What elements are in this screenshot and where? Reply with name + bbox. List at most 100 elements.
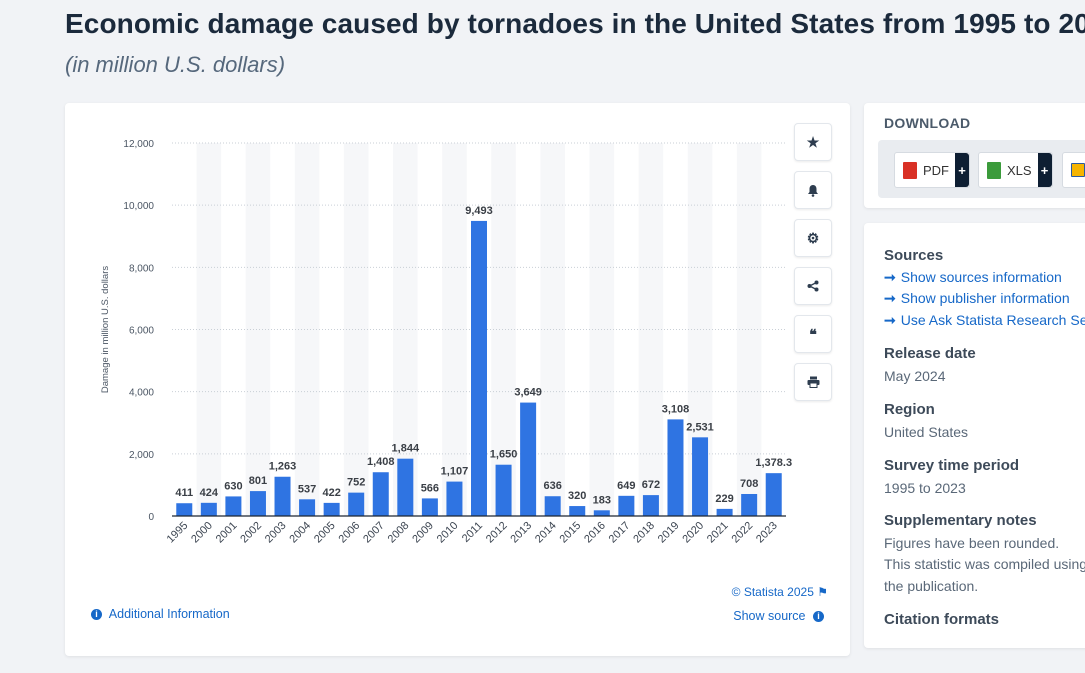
statista-copyright[interactable]: © Statista 2025 ⚑	[732, 585, 828, 599]
y-axis-title: Damage in million U.S. dollars	[100, 266, 111, 393]
value-label: 9,493	[465, 205, 493, 217]
column-band	[245, 143, 271, 516]
sources-heading: Sources	[884, 247, 944, 264]
y-tick-label: 2,000	[129, 450, 154, 461]
additional-information-label: Additional Information	[108, 607, 230, 621]
survey-period-heading: Survey time period	[884, 457, 1020, 474]
share-icon[interactable]	[794, 267, 832, 305]
ask-statista-link[interactable]: ➞ Use Ask Statista Research Ser	[884, 312, 1085, 329]
value-label: 1,408	[367, 456, 395, 468]
x-tick-label: 2022	[729, 520, 755, 546]
value-label: 3,108	[662, 403, 690, 415]
bar-2000	[200, 502, 217, 516]
x-tick-label: 2016	[582, 520, 608, 546]
bar-1995	[176, 503, 193, 516]
value-label: 801	[249, 475, 267, 487]
bar-2002	[249, 491, 266, 516]
column-band	[638, 143, 664, 516]
x-tick-label: 2001	[214, 520, 240, 546]
value-label: 2,531	[686, 421, 714, 433]
x-tick-label: 2002	[238, 520, 264, 546]
supplementary-notes-heading: Supplementary notes	[884, 512, 1037, 529]
y-tick-label: 12,000	[123, 139, 154, 150]
bar-2022	[741, 493, 758, 516]
x-tick-label: 1995	[165, 520, 191, 546]
additional-information-link[interactable]: i Additional Information	[87, 607, 230, 621]
release-date-value: May 2024	[884, 368, 946, 384]
bar-2008	[397, 458, 414, 516]
bar-2021	[716, 508, 733, 516]
bar-2003	[274, 476, 291, 516]
show-publisher-link[interactable]: ➞ Show publisher information	[884, 290, 1070, 307]
value-label: 566	[421, 482, 439, 494]
bar-2016	[593, 510, 610, 516]
quote-icon[interactable]: ❝	[794, 315, 832, 353]
arrow-right-icon: ➞	[884, 290, 896, 306]
y-tick-label: 6,000	[129, 326, 154, 337]
xls-download-button[interactable]: XLS +	[978, 152, 1053, 188]
release-date-heading: Release date	[884, 345, 976, 362]
bar-2001	[225, 496, 242, 516]
value-label: 672	[642, 479, 660, 491]
value-label: 1,263	[269, 461, 297, 473]
flag-icon: ⚑	[817, 585, 828, 599]
bar-2020	[692, 437, 709, 516]
value-label: 636	[544, 480, 562, 492]
bar-2013	[520, 402, 537, 516]
pdf-download-button[interactable]: PDF +	[894, 152, 970, 188]
bar-2006	[348, 492, 365, 516]
chart-toolbar: ★ ⚙ ❝	[794, 123, 832, 411]
value-label: 752	[347, 477, 365, 489]
x-tick-label: 2023	[754, 520, 780, 546]
gear-icon[interactable]: ⚙	[794, 219, 832, 257]
image-download-button[interactable]	[1062, 152, 1085, 188]
citation-formats-heading: Citation formats	[884, 611, 1000, 628]
y-tick-label: 10,000	[123, 201, 154, 212]
x-tick-label: 2010	[435, 520, 461, 546]
arrow-right-icon: ➞	[884, 312, 896, 328]
pdf-label: PDF	[923, 162, 949, 178]
notes-line-3: the publication.	[884, 578, 979, 594]
xls-file-icon	[987, 161, 1001, 179]
x-tick-label: 2014	[533, 520, 559, 546]
x-tick-label: 2018	[631, 520, 657, 546]
value-label: 183	[593, 494, 611, 506]
show-source-link[interactable]: Show source i	[733, 609, 828, 623]
bar-2004	[299, 499, 316, 516]
value-label: 1,844	[392, 443, 420, 455]
plus-icon: +	[1037, 153, 1052, 187]
region-heading: Region	[884, 401, 935, 418]
bar-2007	[372, 472, 389, 516]
y-tick-label: 0	[148, 512, 154, 523]
x-tick-label: 2006	[337, 520, 363, 546]
x-tick-label: 2017	[607, 520, 633, 546]
y-tick-label: 8,000	[129, 263, 154, 274]
x-tick-label: 2005	[312, 520, 338, 546]
bar-2019	[667, 419, 684, 516]
value-label: 1,107	[441, 466, 469, 478]
pdf-file-icon	[903, 161, 917, 179]
x-tick-label: 2019	[656, 520, 682, 546]
info-icon: i	[813, 611, 824, 623]
value-label: 3,649	[514, 387, 542, 399]
image-file-icon	[1071, 163, 1085, 177]
bar-2015	[569, 506, 586, 516]
x-tick-label: 2008	[386, 520, 412, 546]
bar-2014	[544, 496, 561, 516]
x-tick-label: 2013	[508, 520, 534, 546]
x-tick-label: 2015	[558, 520, 584, 546]
bar-2010	[446, 481, 463, 516]
value-label: 1,650	[490, 449, 518, 461]
download-panel: DOWNLOAD PDF + XLS +	[864, 103, 1085, 208]
copyright-text: © Statista 2025	[731, 585, 814, 599]
show-sources-label: Show sources information	[900, 269, 1062, 285]
arrow-right-icon: ➞	[884, 269, 896, 285]
page-title: Economic damage caused by tornadoes in t…	[65, 8, 1085, 39]
star-icon[interactable]: ★	[794, 123, 832, 161]
show-sources-link[interactable]: ➞ Show sources information	[884, 269, 1062, 286]
print-icon[interactable]	[794, 363, 832, 401]
y-tick-label: 4,000	[129, 388, 154, 399]
bell-icon[interactable]	[794, 171, 832, 209]
survey-period-value: 1995 to 2023	[884, 480, 966, 496]
x-tick-label: 2009	[410, 520, 436, 546]
